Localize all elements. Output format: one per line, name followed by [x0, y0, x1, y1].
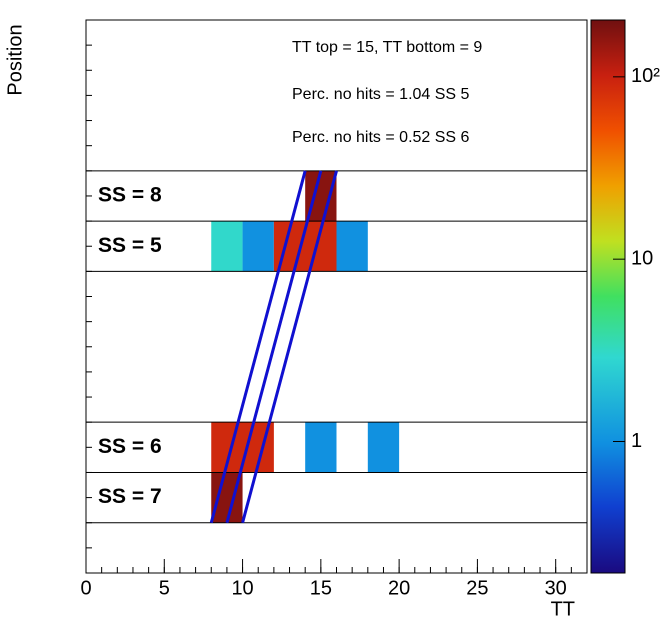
row-label: SS = 8 — [98, 184, 162, 207]
cell — [305, 422, 337, 473]
annotation: TT top = 15, TT bottom = 9 — [292, 39, 482, 56]
cell — [336, 221, 368, 272]
x-tick-label: 20 — [388, 577, 410, 599]
z-tick-label: 1 — [631, 430, 642, 452]
annotation: Perc. no hits = 1.04 SS 5 — [292, 86, 470, 103]
x-tick-label: 25 — [466, 577, 488, 599]
track — [225, 170, 323, 524]
x-axis-label: TT — [551, 598, 575, 620]
z-tick-label: 10 — [631, 247, 653, 269]
track — [241, 170, 338, 524]
y-axis-label: Position — [4, 24, 26, 95]
x-tick-label: 0 — [80, 577, 91, 599]
x-tick-label: 5 — [159, 577, 170, 599]
z-tick-label: 10² — [631, 65, 660, 87]
x-tick-label: 30 — [545, 577, 567, 599]
x-tick-label: 15 — [310, 577, 332, 599]
annotation: Perc. no hits = 0.52 SS 6 — [292, 129, 470, 146]
row-label: SS = 6 — [98, 435, 162, 458]
track — [209, 170, 307, 524]
x-tick-label: 10 — [231, 577, 253, 599]
color-bar — [590, 19, 626, 574]
cell — [211, 221, 243, 272]
cell — [367, 422, 400, 473]
row-label: SS = 5 — [98, 234, 162, 257]
cell — [242, 221, 274, 272]
row-label: SS = 7 — [98, 485, 162, 508]
